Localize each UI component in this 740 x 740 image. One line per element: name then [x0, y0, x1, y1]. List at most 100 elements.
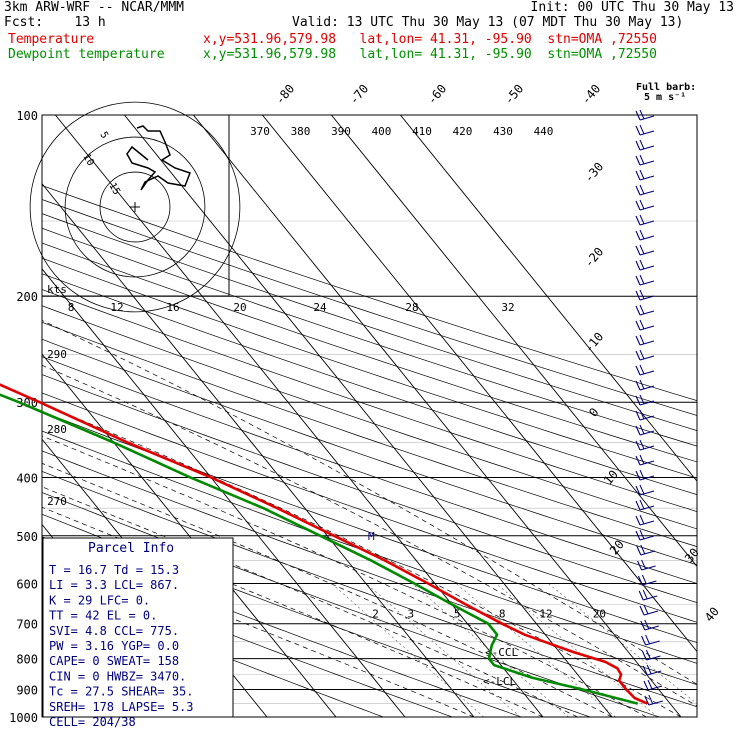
wind-barb-feather	[642, 665, 648, 676]
wind-barb	[643, 595, 658, 601]
wind-barb-feather	[639, 439, 645, 450]
parcel-info-row: TT = 42 EL = 0.	[49, 609, 157, 623]
wind-barb	[639, 385, 655, 391]
hodo-ring-label-5: 5	[97, 130, 110, 141]
speed-label-16: 16	[166, 301, 179, 314]
wind-barb-feather	[639, 244, 645, 255]
wind-barb-feather	[635, 380, 641, 391]
wind-barb-feather	[635, 440, 641, 451]
wind-barb-feather	[641, 635, 647, 646]
pressure-label-1000: 1000	[9, 711, 38, 725]
wind-barb-feather	[635, 230, 641, 241]
warm-corner-mask	[696, 564, 697, 717]
wind-barb-feather	[644, 619, 650, 630]
wind-barb	[639, 430, 655, 436]
wind-barb-feather	[635, 455, 641, 466]
wind-barb-feather	[645, 634, 651, 645]
moist-adiabat-20	[42, 403, 682, 717]
temperature-legend: Temperature	[8, 32, 95, 47]
wind-barb-feather	[635, 215, 641, 226]
wind-barb	[639, 535, 655, 541]
dry-adiabat-320	[42, 430, 697, 664]
isotherm--20	[42, 268, 406, 717]
wind-barb	[639, 205, 655, 211]
wind-barb-feather	[635, 500, 641, 511]
theta-label-390: 390	[331, 125, 351, 138]
isotherm-label--80: -80	[273, 82, 298, 108]
wind-barb-feather	[635, 125, 641, 136]
parcel-info-row: T = 16.7 Td = 15.3	[49, 563, 179, 577]
wind-barb-feather	[635, 275, 641, 286]
moist-adiabat-5	[42, 486, 578, 717]
wind-barb-feather	[635, 410, 641, 421]
parcel-info-title: Parcel Info	[88, 541, 174, 556]
wind-barb	[639, 400, 655, 406]
wind-barb-feather	[635, 305, 641, 316]
isotherm-label--40: -40	[579, 82, 604, 108]
theta-label-410: 410	[412, 125, 432, 138]
wind-barb-feather	[635, 245, 641, 256]
wind-barb-feather	[635, 260, 641, 271]
speed-label-28: 28	[405, 301, 418, 314]
wind-barb-feather	[641, 574, 647, 585]
temperature-location: x,y=531.96,579.98 lat,lon= 41.31, -95.90…	[203, 32, 657, 47]
pressure-label-900: 900	[16, 683, 38, 697]
pressure-label-500: 500	[16, 530, 38, 544]
barb-key-line2: 5 m s⁻¹	[644, 92, 687, 103]
wind-barb	[644, 625, 659, 631]
parcel-info-box	[42, 537, 234, 718]
wind-barb-feather	[637, 560, 643, 571]
isotherm-0	[55, 115, 544, 717]
wind-barb	[639, 235, 655, 241]
wind-barb-feather	[637, 575, 643, 586]
dewpoint-line	[0, 393, 639, 705]
wind-barb-feather	[648, 694, 654, 705]
wind-barb	[639, 520, 655, 526]
wind-barb-feather	[635, 485, 641, 496]
wind-barb	[639, 340, 655, 346]
wind-barb-feather	[635, 530, 641, 541]
theta-left-label-270: 270	[47, 495, 67, 508]
wind-barb	[639, 175, 655, 181]
theta-label-420: 420	[453, 125, 473, 138]
wind-barb-feather	[639, 469, 645, 480]
wind-barb	[639, 130, 655, 136]
wind-barb-feather	[639, 334, 645, 345]
wind-barb-feather	[646, 664, 652, 675]
mixing-ratio-label-3: 3	[407, 608, 414, 621]
speed-label-32: 32	[501, 301, 514, 314]
mixing-ratio-20	[548, 583, 697, 705]
hodo-ring-label-15: 15	[106, 181, 122, 197]
wind-barb	[639, 415, 655, 421]
speed-label-20: 20	[233, 301, 246, 314]
isotherm-label--10: -10	[582, 330, 607, 356]
isotherm-label--30: -30	[582, 160, 607, 186]
wind-barb	[639, 295, 655, 301]
hodo-ring-8	[99, 171, 171, 243]
isotherm-40	[331, 115, 697, 568]
wind-barb	[643, 610, 659, 616]
wind-barb-feather	[639, 514, 645, 525]
mixing-ratio-label-2: 2	[372, 608, 379, 621]
dry-adiabat-330	[42, 411, 697, 643]
parcel-info-row: Tc = 27.5 SHEAR= 35.	[49, 685, 194, 699]
dry-adiabat-430	[42, 242, 697, 463]
isotherm-label--70: -70	[347, 82, 372, 108]
dry-adiabat-370	[42, 338, 697, 566]
dry-adiabat-420	[42, 257, 697, 479]
isotherm-label--60: -60	[425, 82, 450, 108]
theta-label-380: 380	[291, 125, 311, 138]
mixing-ratio-label-8: 8	[499, 608, 506, 621]
theta-left-label-290: 290	[47, 348, 67, 361]
wind-barb	[639, 355, 655, 361]
hodo-ring-24	[29, 101, 241, 313]
isotherm-50	[400, 115, 697, 482]
wind-barb	[639, 190, 655, 196]
wind-barb	[639, 310, 655, 316]
wind-barb-feather	[639, 169, 645, 180]
wind-barb-feather	[635, 170, 641, 181]
hodo-trace	[126, 125, 191, 191]
pressure-label-600: 600	[16, 577, 38, 591]
wind-barb-feather	[639, 499, 645, 510]
wind-barb-feather	[639, 124, 645, 135]
